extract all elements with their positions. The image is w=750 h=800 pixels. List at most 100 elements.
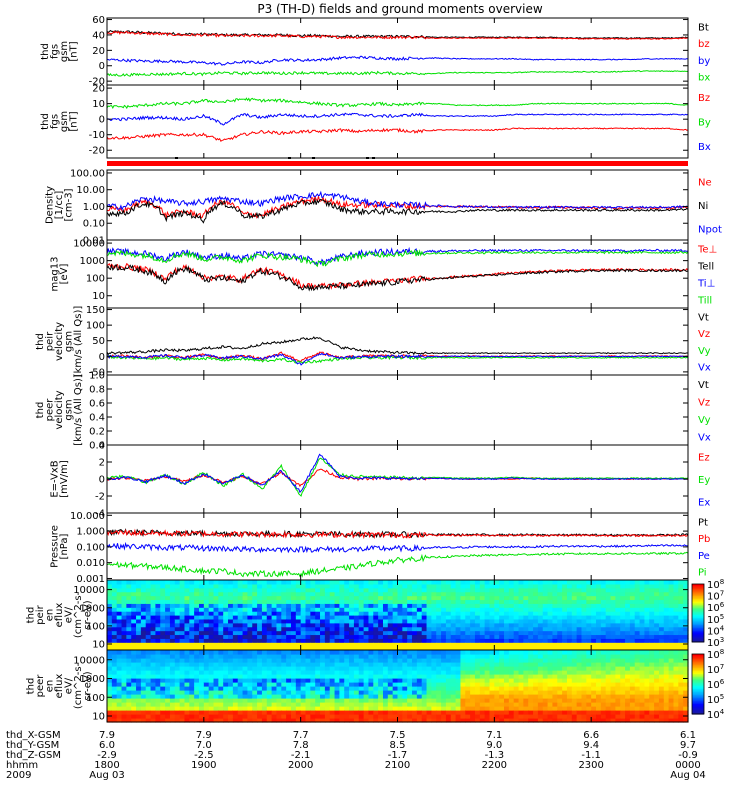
spectrogram-cell (121, 595, 127, 601)
spectrogram-cell (300, 607, 307, 612)
spectrogram-cell (421, 587, 428, 593)
spectrogram-cell (586, 595, 592, 601)
spectrogram-cell (445, 646, 452, 651)
x-tick-label: -1.3 (485, 750, 505, 761)
spectrogram-cell (198, 630, 205, 636)
spectrogram-cell (150, 599, 157, 604)
spectrogram-cell (504, 642, 510, 647)
spectrogram-cell (203, 607, 210, 612)
spectrogram-cell (547, 690, 554, 695)
spectrogram-cell (165, 646, 171, 651)
spectrogram-cell (678, 702, 684, 707)
spectrogram-cell (266, 650, 273, 655)
spectrogram-cell (145, 611, 152, 616)
spectrogram-cell (155, 694, 161, 699)
spectrogram-cell (591, 678, 597, 683)
spectrogram-cell (320, 587, 326, 593)
spectrogram-cell (324, 634, 331, 639)
legend-entry: Ex (698, 498, 710, 509)
spectrogram-cell (305, 666, 311, 671)
spectrogram-cell (571, 607, 578, 612)
spectrogram-cell (426, 710, 432, 715)
spectrogram-cell (286, 662, 292, 667)
spectrogram-cell (198, 662, 205, 667)
spectrogram-cell (629, 662, 636, 667)
spectrogram-cell (184, 670, 190, 675)
spectrogram-cell (155, 638, 161, 643)
spectrogram-cell (344, 580, 350, 585)
spectrogram-cell (145, 642, 152, 647)
spectrogram-cell (344, 587, 350, 593)
spectrogram-cell (368, 694, 374, 699)
spectrogram-cell (228, 694, 234, 699)
spectrogram-cell (295, 718, 302, 723)
spectrogram-cell (416, 686, 423, 691)
spectrogram-cell (198, 634, 205, 639)
spectrogram-cell (392, 646, 399, 651)
spectrogram-cell (460, 615, 466, 620)
spectrogram-cell (499, 710, 505, 715)
spectrogram-cell (387, 674, 394, 679)
spectrogram-cell (450, 607, 457, 612)
spectrogram-cell (673, 599, 679, 604)
legend-entry: Bx (698, 142, 711, 153)
spectrogram-cell (310, 658, 316, 663)
spectrogram-cell (639, 591, 646, 597)
spectrogram-cell (470, 690, 476, 695)
spectrogram-cell (392, 654, 399, 659)
spectrogram-cell (547, 618, 554, 624)
spectrogram-cell (494, 702, 500, 707)
spectrogram-cell (189, 670, 195, 675)
spectrogram-cell (344, 658, 350, 663)
spectrogram-cell (523, 706, 529, 711)
spectrogram-cell (634, 654, 641, 659)
spectrogram-cell (247, 706, 253, 711)
spectrogram-cell (252, 611, 258, 616)
spectrogram-cell (474, 580, 481, 585)
spectrogram-cell (136, 694, 142, 699)
spectrogram-cell (324, 718, 331, 723)
spectrogram-cell (116, 642, 123, 647)
spectrogram-cell (257, 666, 263, 671)
series-line (106, 194, 688, 220)
spectrogram-cell (639, 630, 646, 636)
spectrogram-cell (281, 658, 287, 663)
spectrogram-cell (353, 646, 360, 651)
y-tick-label: -20 (89, 146, 105, 157)
spectrogram-cell (271, 618, 278, 624)
spectrogram-cell (528, 615, 534, 620)
colorbar-cell (692, 661, 704, 664)
spectrogram-cell (310, 630, 316, 636)
spectrogram-cell (610, 670, 616, 675)
spectrogram-cell (450, 662, 457, 667)
spectrogram-cell (320, 702, 326, 707)
spectrogram-cell (397, 682, 403, 687)
spectrogram-cell (261, 595, 268, 601)
spectrogram-cell (504, 714, 510, 719)
spectrogram-cell (576, 706, 583, 711)
spectrogram-cell (557, 650, 563, 655)
spectrogram-cell (639, 678, 646, 683)
x-tick-label: 7.8 (293, 740, 309, 751)
spectrogram-cell (450, 630, 457, 636)
spectrogram-cell (441, 690, 447, 695)
series-line (106, 97, 689, 110)
spectrogram-cell (140, 642, 147, 647)
spectrogram-cell (339, 580, 345, 585)
spectrogram-cell (552, 615, 558, 620)
spectrogram-cell (368, 702, 374, 707)
spectrogram-cell (654, 682, 660, 687)
x-axis-row-label: hhmm (6, 760, 38, 771)
spectrogram-cell (373, 599, 379, 604)
spectrogram-cell (557, 714, 563, 719)
spectrogram-cell (513, 630, 520, 636)
spectrogram-cell (489, 642, 495, 647)
spectrogram-cell (450, 674, 457, 679)
spectrogram-cell (523, 650, 529, 655)
spectrogram-cell (431, 670, 437, 675)
spectrogram-cell (387, 603, 394, 608)
spectrogram-cell (276, 690, 282, 695)
y-axis-label: gsm (64, 331, 75, 352)
y-tick-label: 1000 (80, 674, 105, 685)
spectrogram-cell (126, 678, 132, 683)
